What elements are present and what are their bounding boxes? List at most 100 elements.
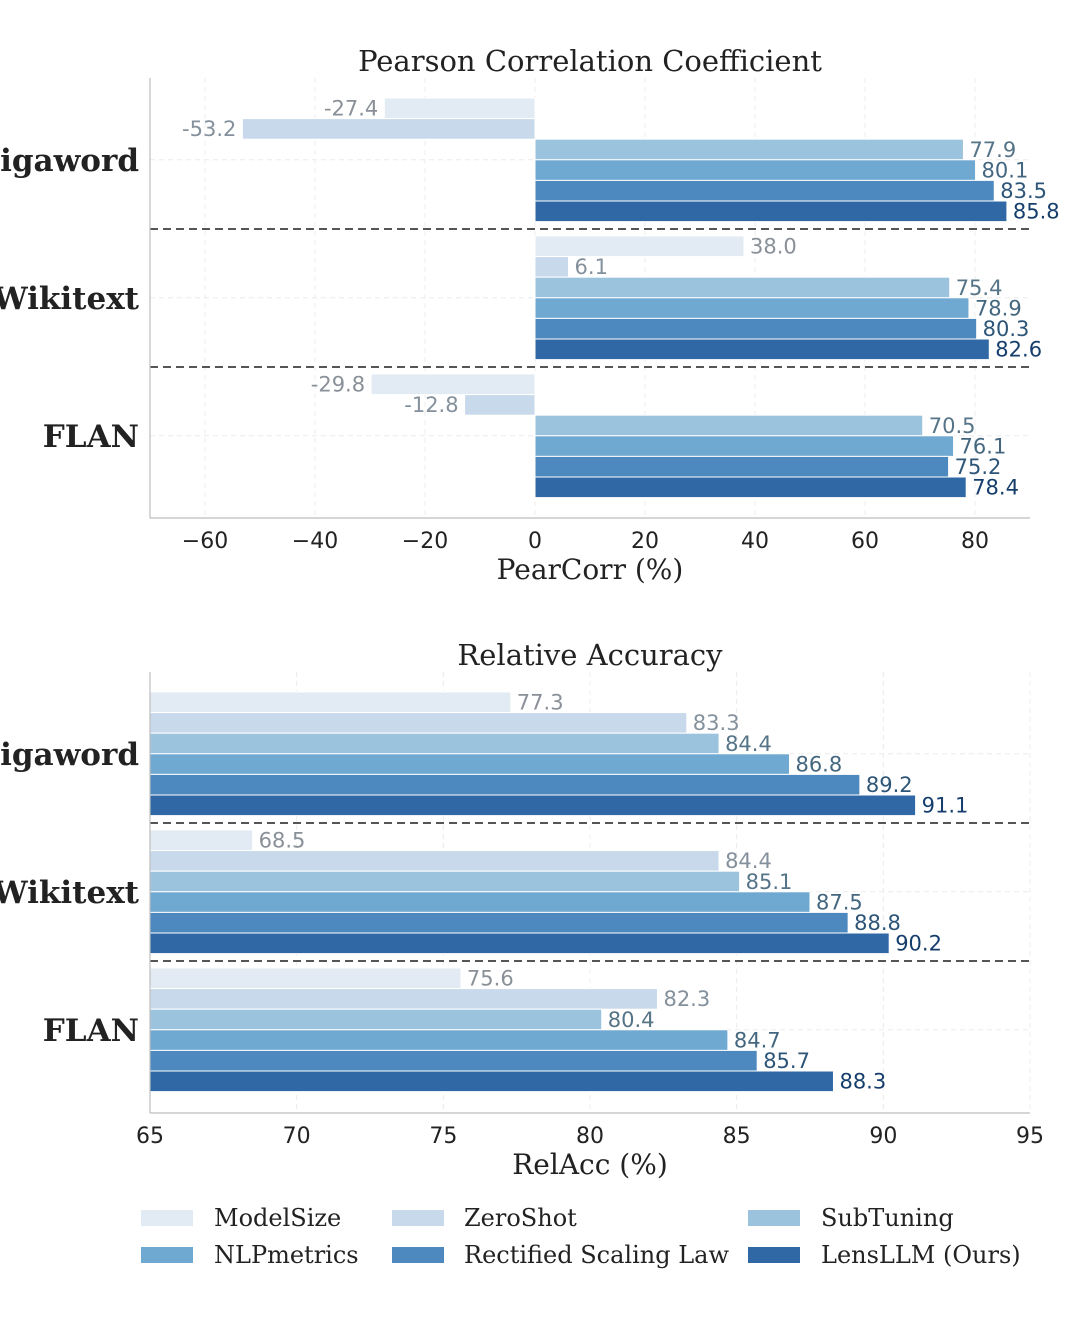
value-label: 84.4: [725, 849, 772, 873]
x-tick-label: 70: [283, 1124, 311, 1149]
value-labels: -27.4 38.0 -29.8 -53.2 6.1 -12.8 77.9 75.4 70.5 8…: [182, 97, 1060, 500]
x-tick-label: 65: [136, 1124, 164, 1149]
x-tick-label: −20: [402, 529, 448, 554]
value-label: 68.5: [259, 829, 306, 853]
group-labels: Gigaword Wikitext FLAN: [0, 143, 140, 455]
value-label: -12.8: [404, 393, 458, 417]
value-label: 38.0: [750, 235, 797, 259]
group-label-wikitext: Wikitext: [0, 875, 140, 911]
value-label: 6.1: [575, 255, 608, 279]
value-label: 89.2: [866, 773, 913, 797]
value-label: 80.1: [982, 158, 1029, 182]
x-tick-label: 80: [576, 1124, 604, 1149]
legend-label-lensllm-ours: LensLLM (Ours): [821, 1241, 1021, 1269]
bar-zeroshot-wikitext: [534, 256, 570, 278]
x-ticks: 65 70 75 80 85 90 95: [136, 1124, 1044, 1149]
bar-modelsize-wikitext: [534, 235, 745, 258]
group-labels: Gigaword Wikitext FLAN: [0, 737, 140, 1049]
value-label: -29.8: [311, 373, 365, 397]
bar-rectified-scaling-law-gigaword: [534, 179, 995, 202]
value-labels: 77.368.575.683.384.482.384.485.180.486.8…: [259, 691, 969, 1094]
value-label: -53.2: [182, 117, 236, 141]
value-label: 88.3: [839, 1070, 886, 1094]
bar-subtuning-flan: [149, 1008, 603, 1031]
x-tick-label: 0: [528, 529, 542, 554]
legend-label-modelsize: ModelSize: [214, 1204, 341, 1232]
value-label: 78.9: [975, 296, 1022, 320]
value-label: 82.6: [995, 338, 1042, 362]
bar-nlpmetrics-flan: [534, 435, 955, 457]
legend-label-subtuning: SubTuning: [821, 1204, 954, 1232]
value-label: 88.8: [854, 911, 901, 935]
value-label: 84.7: [734, 1028, 781, 1052]
value-label: 75.6: [467, 967, 514, 991]
legend-label-nlpmetrics: NLPmetrics: [214, 1241, 359, 1269]
bar-modelsize-gigaword: [383, 97, 536, 120]
panel-relative-accuracy: 77.368.575.683.384.482.384.485.180.486.8…: [0, 638, 1044, 1181]
bar-subtuning-gigaword: [149, 732, 720, 755]
chart-title: Pearson Correlation Coefficient: [358, 44, 822, 78]
value-label: -27.4: [324, 97, 378, 121]
value-label: 85.1: [746, 870, 793, 894]
bar-zeroshot-flan: [464, 394, 536, 416]
x-axis-label: RelAcc (%): [512, 1148, 668, 1181]
x-tick-label: 95: [1016, 1124, 1044, 1149]
value-label: 75.2: [955, 455, 1002, 479]
bar-lensllm-ours-flan: [534, 476, 967, 499]
group-separators: [150, 822, 1030, 962]
bar-subtuning-wikitext: [149, 870, 741, 893]
value-label: 83.5: [1000, 179, 1047, 203]
legend-swatch-nlpmetrics: [141, 1247, 193, 1263]
value-label: 86.8: [795, 752, 842, 776]
bar-nlpmetrics-gigaword: [534, 159, 977, 181]
group-label-gigaword: Gigaword: [0, 737, 139, 773]
group-label-flan: FLAN: [43, 1013, 139, 1049]
value-label: 80.3: [983, 317, 1030, 341]
group-label-flan: FLAN: [43, 419, 139, 455]
bar-rectified-scaling-law-wikitext: [534, 317, 978, 340]
axes: [149, 672, 1030, 1114]
bar-lensllm-ours-gigaword: [534, 200, 1008, 223]
x-tick-label: 90: [869, 1124, 897, 1149]
bar-nlpmetrics-gigaword: [149, 753, 790, 775]
bars: [241, 97, 1008, 499]
value-label: 91.1: [922, 794, 969, 818]
value-label: 90.2: [895, 932, 942, 956]
chart-title: Relative Accuracy: [457, 638, 723, 672]
x-tick-label: 85: [723, 1124, 751, 1149]
x-tick-label: 60: [851, 529, 879, 554]
x-tick-label: −60: [182, 529, 228, 554]
bar-rectified-scaling-law-gigaword: [149, 773, 861, 796]
x-tick-label: 75: [429, 1124, 457, 1149]
bar-lensllm-ours-wikitext: [149, 932, 890, 955]
value-label: 78.4: [972, 476, 1019, 500]
x-tick-label: −40: [292, 529, 338, 554]
value-label: 70.5: [929, 414, 976, 438]
bar-lensllm-ours-gigaword: [149, 794, 917, 817]
bar-modelsize-wikitext: [149, 829, 254, 852]
x-tick-label: 80: [961, 529, 989, 554]
panel-pearson-correlation: -27.4 38.0 -29.8 -53.2 6.1 -12.8 77.9 75.4 70.5 8…: [0, 44, 1060, 586]
x-ticks: −60 −40 −20 0 20 40 60 80: [182, 529, 989, 554]
x-tick-label: 40: [741, 529, 769, 554]
bar-modelsize-flan: [370, 373, 536, 396]
legend: ModelSize ZeroShot SubTuning NLPmetrics Rect…: [141, 1204, 1021, 1269]
value-label: 85.8: [1013, 200, 1060, 224]
bar-rectified-scaling-law-flan: [534, 455, 950, 478]
bar-zeroshot-flan: [149, 988, 658, 1010]
legend-swatch-modelsize: [141, 1210, 193, 1226]
bar-nlpmetrics-wikitext: [534, 297, 970, 319]
bars: [149, 691, 917, 1093]
legend-swatch-zeroshot: [392, 1210, 444, 1226]
value-label: 84.4: [725, 732, 772, 756]
value-label: 83.3: [693, 711, 740, 735]
value-label: 80.4: [608, 1008, 655, 1032]
bar-nlpmetrics-wikitext: [149, 891, 811, 913]
value-label: 76.1: [960, 434, 1007, 458]
bar-modelsize-gigaword: [149, 691, 512, 714]
group-label-gigaword: Gigaword: [0, 143, 139, 179]
bar-lensllm-ours-wikitext: [534, 338, 990, 361]
bar-lensllm-ours-flan: [149, 1070, 834, 1093]
legend-label-zeroshot: ZeroShot: [464, 1204, 577, 1232]
group-separators: [150, 228, 1030, 368]
